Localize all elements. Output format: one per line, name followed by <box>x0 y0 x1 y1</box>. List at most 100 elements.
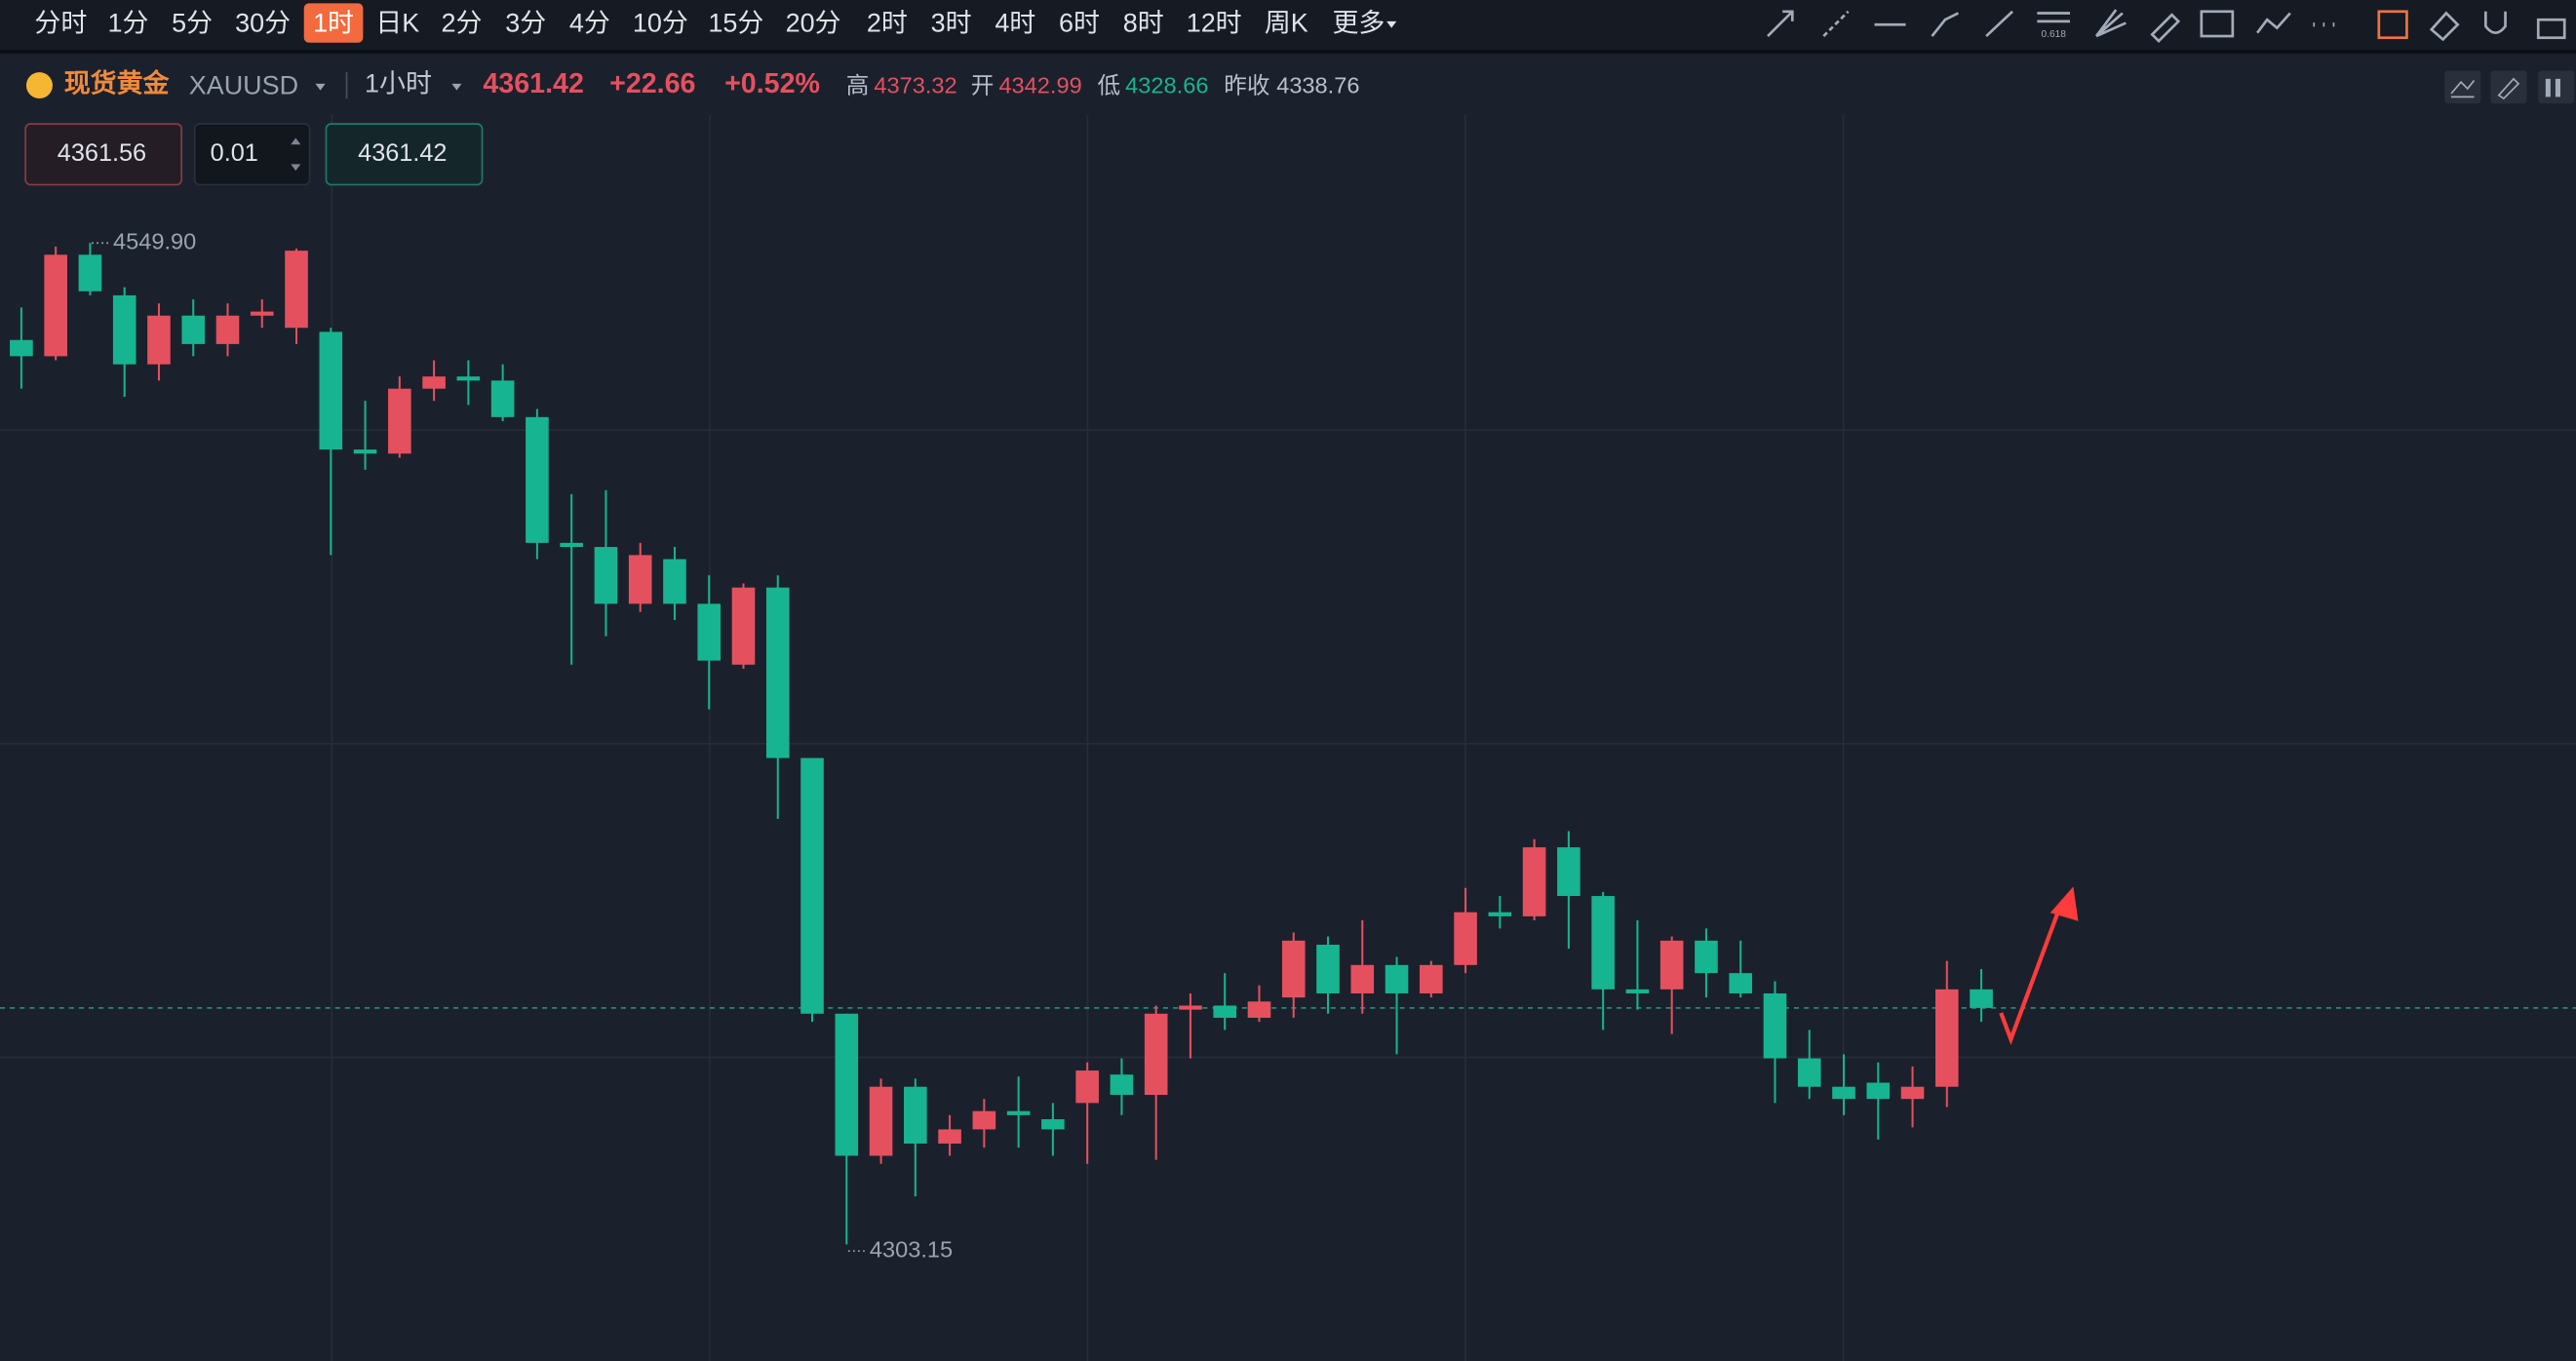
interval[interactable]: 1小时 <box>365 69 432 98</box>
timeframe-button[interactable]: 1分 <box>107 8 148 37</box>
stat-value: 4338.76 <box>1276 72 1359 97</box>
tool-magnet[interactable] <box>2483 11 2507 35</box>
ask-box[interactable] <box>24 123 183 186</box>
candle-body <box>1144 1013 1168 1096</box>
indicator-button[interactable] <box>2444 70 2481 104</box>
stats: 高 4373.32 开 4342.99 低 4328.66 昨收 4338.76 <box>846 72 1360 97</box>
timeframe-button[interactable]: 分时 <box>34 8 87 37</box>
candle-body <box>1488 912 1512 916</box>
stat-value: 4373.32 <box>874 72 956 97</box>
quantity[interactable]: 0.01 <box>211 139 258 167</box>
candle-body <box>78 254 102 292</box>
candle-body <box>1591 896 1615 990</box>
candle-body <box>1420 964 1443 993</box>
candle-body <box>1900 1086 1925 1100</box>
price-change-percent: +0.52% <box>724 68 820 99</box>
timeframe-button[interactable]: 2时 <box>867 8 908 37</box>
stat-value: 4328.66 <box>1125 72 1208 97</box>
candle-body <box>1385 964 1409 993</box>
candle-body <box>697 603 722 661</box>
tool-lock[interactable] <box>2536 18 2566 40</box>
candle-body <box>1935 989 1959 1087</box>
candle-body <box>456 376 481 381</box>
timeframe-button[interactable]: 4分 <box>569 8 610 37</box>
candle-body <box>1110 1074 1134 1096</box>
timeframe-button[interactable]: 30分 <box>235 8 291 37</box>
candle-body <box>1075 1070 1099 1104</box>
grid <box>0 114 2576 1361</box>
symbol-name: 现货黄金 <box>64 68 171 98</box>
timeframe-button[interactable]: 日K <box>375 8 419 37</box>
candle-body <box>250 311 274 316</box>
timeframe-button[interactable]: 3时 <box>931 8 972 37</box>
candle-body <box>526 416 549 543</box>
chart-buttons[interactable] <box>2444 70 2575 104</box>
tool-pattern[interactable] <box>2256 12 2291 34</box>
candle-body <box>835 1013 859 1156</box>
timeframe-button[interactable]: 3分 <box>505 8 546 37</box>
tool-segment[interactable] <box>1985 10 2013 38</box>
quantity-input[interactable] <box>193 123 311 186</box>
candle-body <box>594 547 618 604</box>
candle-body <box>1659 940 1684 990</box>
icon <box>2497 77 2520 100</box>
tool-image[interactable] <box>2200 10 2235 38</box>
icon <box>2545 78 2560 97</box>
candle-body <box>1316 945 1340 993</box>
tool-ray[interactable] <box>1767 10 1794 37</box>
timeframe-button[interactable]: 5分 <box>172 8 213 37</box>
candle-body <box>1729 973 1752 993</box>
timeframe-button[interactable]: 8时 <box>1123 8 1164 37</box>
timeframe-button[interactable]: 2分 <box>442 8 483 37</box>
more-button[interactable]: 更多 <box>1332 8 1385 37</box>
bid-box[interactable] <box>325 123 484 186</box>
candle-body <box>904 1086 927 1144</box>
candle-body <box>1041 1119 1065 1130</box>
tool-trend[interactable] <box>1931 12 1960 37</box>
timeframe-button[interactable]: 15分 <box>708 8 763 37</box>
candle-body <box>938 1129 961 1144</box>
candle-body <box>731 587 756 665</box>
tool-edit[interactable] <box>2377 10 2408 40</box>
tool-fan[interactable] <box>2094 9 2127 38</box>
ask-price[interactable]: 4361.56 <box>58 139 146 167</box>
annotation-arrow-head <box>2049 886 2079 921</box>
candle-body <box>1763 992 1787 1059</box>
toolbar <box>0 0 2576 52</box>
candle-body <box>388 388 411 454</box>
symbol-code[interactable]: XAUUSD <box>189 70 298 99</box>
candle-body <box>422 376 446 389</box>
candle-body <box>628 555 652 604</box>
draw-button[interactable] <box>2490 70 2527 104</box>
stat-label: 昨收 <box>1224 72 1269 97</box>
candle-body <box>353 449 377 454</box>
timeframe-button[interactable]: 6时 <box>1059 8 1100 37</box>
timeframe-button[interactable]: 周K <box>1265 8 1308 37</box>
dropdown-arrow <box>315 83 326 91</box>
candle-body <box>1281 940 1306 998</box>
timeframe-button[interactable]: 1时 <box>313 8 354 37</box>
candle-body <box>490 380 515 417</box>
timeframe-button[interactable]: 4时 <box>995 8 1035 37</box>
bid-price[interactable]: 4361.42 <box>358 139 447 167</box>
timeframe-button[interactable]: 10分 <box>633 8 688 37</box>
timeframe-button[interactable]: 20分 <box>786 8 841 37</box>
candle-body <box>1625 989 1650 993</box>
price-change: +22.66 <box>609 68 695 99</box>
candle-body <box>181 315 206 344</box>
quantity-spinner[interactable] <box>291 137 301 172</box>
drawing-tools[interactable] <box>1767 9 2566 44</box>
candle-body <box>1695 940 1718 974</box>
candle-body <box>1797 1058 1821 1087</box>
tool-eraser[interactable] <box>2429 11 2460 42</box>
annotation-arrow <box>1999 905 2062 1045</box>
tool-fibonacci[interactable] <box>2037 12 2071 23</box>
candle-body <box>1247 1001 1271 1018</box>
tool-extended-line[interactable] <box>1822 10 1850 37</box>
tool-brush[interactable] <box>2150 13 2181 44</box>
candle-body <box>1350 964 1375 993</box>
timeframe-button[interactable]: 12时 <box>1187 8 1242 37</box>
candle-body <box>1006 1110 1031 1115</box>
candle-body <box>1454 912 1477 965</box>
